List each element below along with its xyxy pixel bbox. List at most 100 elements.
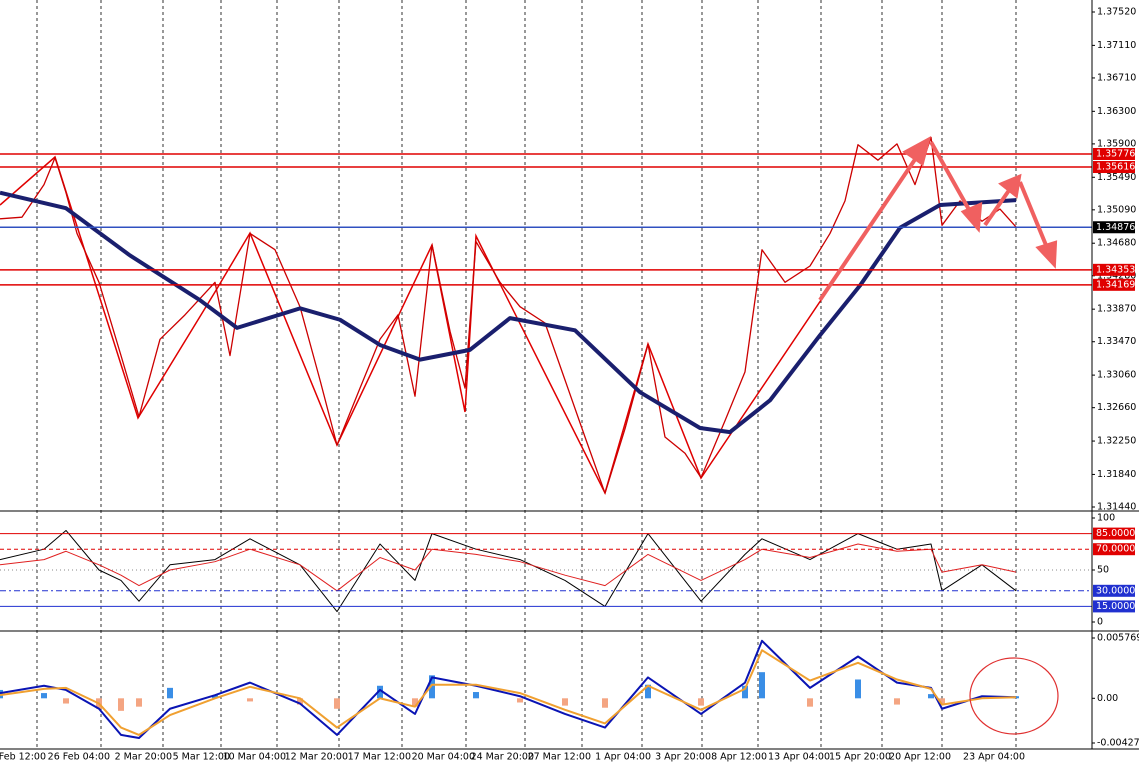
line: [0, 190, 1017, 435]
histogram-bar: [807, 698, 813, 707]
macd-panel: [0, 639, 1019, 740]
histogram-bar: [412, 698, 418, 707]
x-tick-label: 17 Mar 12:00: [348, 752, 411, 763]
highlight-circle: [969, 657, 1059, 735]
x-tick-label: 12 Mar 20:00: [285, 752, 348, 763]
level-label-bg: [1093, 527, 1135, 540]
histogram-bar: [473, 692, 479, 699]
y-tick-label: 0: [1097, 617, 1103, 628]
x-tick-label: 5 Mar 12:00: [173, 752, 230, 763]
oscillator-panel: [0, 529, 1092, 613]
arrowhead: [902, 136, 932, 167]
y-tick-label: 1.33470: [1097, 336, 1136, 347]
y-tick-label: 1.32250: [1097, 436, 1136, 447]
histogram-bar: [377, 685, 383, 699]
x-tick-label: 2 Mar 20:00: [115, 752, 172, 763]
annotations: [818, 136, 1059, 735]
histogram-bar: [41, 693, 47, 699]
y-tick-label: 1.33870: [1097, 304, 1136, 315]
arrow: [929, 141, 974, 216]
arrow: [983, 184, 1014, 227]
level-label: 85.0000: [1096, 528, 1135, 539]
level-label: 70.0000: [1096, 544, 1135, 555]
x-tick-label: 3 Apr 20:00: [655, 752, 711, 763]
x-tick-label: 1 Apr 04:00: [595, 752, 651, 763]
histogram-bar: [602, 698, 608, 708]
level-label: 30.0000: [1096, 585, 1135, 596]
line: [0, 639, 1017, 740]
level-label-bg: [1093, 263, 1135, 276]
x-tick-label: 20 Apr 12:00: [889, 752, 951, 763]
level-label: 15.0000: [1096, 601, 1135, 612]
histogram-bar: [645, 684, 651, 699]
histogram-bar: [928, 694, 934, 699]
x-tick-label: 24 Mar 20:00: [471, 752, 534, 763]
x-tick-label: 8 Apr 12:00: [711, 752, 767, 763]
y-tick-label: 1.36300: [1097, 106, 1136, 117]
grid: [36, 0, 1017, 749]
x-tick-label: 26 Feb 04:00: [48, 752, 110, 763]
y-tick-label: 1.37110: [1097, 40, 1136, 51]
y-tick-label: 0.0057697: [1097, 633, 1139, 644]
histogram-bar: [517, 698, 523, 703]
level-label-bg: [1093, 221, 1135, 234]
y-tick-label: 1.32660: [1097, 402, 1136, 413]
x-tick-label: 15 Apr 20:00: [829, 752, 891, 763]
arrowhead: [960, 201, 983, 233]
histogram-bar: [334, 698, 340, 709]
level-label: 1.34353: [1096, 264, 1135, 275]
level-label: 1.34876: [1096, 222, 1135, 233]
x-tick-label: 20 Mar 04:00: [412, 752, 475, 763]
histogram-bar: [894, 698, 900, 705]
x-tick-label: 23 Apr 04:00: [963, 752, 1025, 763]
histogram-bar: [742, 685, 748, 699]
y-tick-label: 1.35900: [1097, 138, 1136, 149]
frame: [0, 0, 1139, 750]
arrowhead: [998, 173, 1022, 199]
y-tick-label: 100: [1097, 513, 1115, 524]
x-tick-label: 27 Mar 12:00: [528, 752, 591, 763]
y-tick-label: 50: [1097, 565, 1109, 576]
level-label: 1.35616: [1096, 162, 1135, 173]
level-label-bg: [1093, 147, 1135, 160]
x-tick-label: 10 Mar 04:00: [223, 752, 286, 763]
arrow: [818, 153, 920, 302]
axes: Feb 12:00 26 Feb 04:00 2 Mar 20:00 5 Mar 12…: [0, 7, 1139, 763]
y-tick-label: 1.31840: [1097, 469, 1136, 480]
level-label: 1.35776: [1096, 148, 1135, 159]
histogram-bar: [939, 698, 945, 704]
histogram-bar: [212, 695, 218, 699]
y-tick-label: 1.31440: [1097, 502, 1136, 513]
histogram-bar: [118, 698, 124, 711]
x-tick-label: 13 Apr 04:00: [768, 752, 830, 763]
histogram-bar: [167, 687, 173, 699]
arrow: [1018, 181, 1050, 251]
y-tick-label: 1.33060: [1097, 370, 1136, 381]
histogram-bar: [429, 675, 435, 699]
level-label-bg: [1093, 278, 1135, 291]
y-tick-label: 1.35490: [1097, 172, 1136, 183]
arrowhead: [1035, 240, 1058, 269]
y-tick-label: 1.37520: [1097, 7, 1136, 18]
level-label-bg: [1093, 161, 1135, 174]
line: [0, 136, 1017, 494]
level-label-bg: [1093, 600, 1135, 613]
level-label: 1.34169: [1096, 279, 1135, 290]
histogram-bar: [562, 698, 568, 706]
level-label-bg: [1093, 543, 1135, 556]
y-tick-label: 1.34680: [1097, 238, 1136, 249]
price-panel: [0, 136, 1092, 496]
x-tick-label: Feb 12:00: [0, 752, 46, 763]
histogram-bar: [297, 698, 303, 705]
histogram-bar: [698, 698, 704, 706]
y-tick-label: 1.36710: [1097, 72, 1136, 83]
histogram-bar: [136, 698, 142, 707]
y-tick-label: 1.35090: [1097, 204, 1136, 215]
histogram-bar: [247, 698, 253, 702]
histogram-bar: [855, 679, 861, 699]
level-label-bg: [1093, 584, 1135, 597]
histogram-bar: [759, 672, 765, 699]
